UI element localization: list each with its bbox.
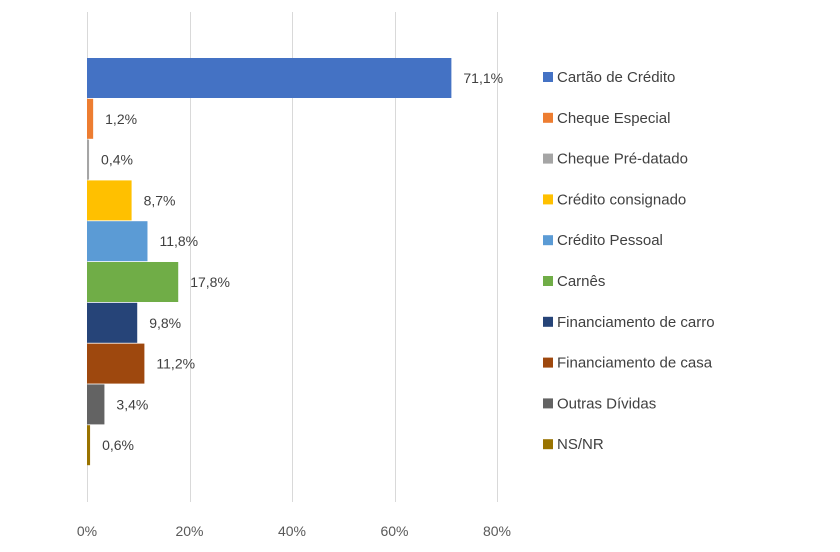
data-label-9: 3,4% [116,396,148,412]
legend-swatch-7 [543,316,553,327]
legend-label-3: Cheque Pré-datado [557,151,688,168]
x-tick-label-80: 80% [483,523,511,539]
bar-4 [87,180,132,221]
legend-label-10: NS/NR [557,436,604,453]
legend-label-5: Crédito Pessoal [557,232,663,249]
legend-swatch-10 [543,439,553,450]
bar-2 [87,98,94,139]
legend-swatch-9 [543,398,553,409]
legend-swatch-6 [543,276,553,286]
data-labels: 71,1% 1,2% 0,4% 8,7% 11,8% 17,8% 9,8% 11,2% 3,4%… [101,70,503,453]
bar-7 [87,302,138,343]
bar-1 [87,58,452,98]
legend-label-6: Carnês [557,273,605,290]
data-label-4: 8,7% [144,192,176,208]
bar-6 [87,262,179,302]
bar-9 [87,384,105,425]
x-tick-label-0: 0% [77,523,97,539]
bars [87,58,452,466]
legend-swatch-2 [543,112,553,123]
legend-swatch-5 [543,235,553,246]
legend-swatch-8 [543,357,553,368]
data-label-6: 17,8% [190,274,230,290]
bar-10 [87,425,91,466]
legend-swatch-1 [543,72,553,82]
legend-swatch-3 [543,153,553,164]
legend-label-9: Outras Dívidas [557,395,656,412]
bar-8 [87,343,145,384]
data-label-8: 11,2% [156,356,195,372]
legend-swatch-4 [543,194,553,205]
legend-label-4: Crédito consignado [557,191,686,208]
data-label-5: 11,8% [159,233,198,249]
x-tick-label-20: 20% [175,523,203,539]
data-label-2: 1,2% [105,111,137,127]
data-label-7: 9,8% [149,315,181,331]
legend-label-2: Cheque Especial [557,110,670,127]
x-tick-label-60: 60% [380,523,408,539]
data-label-1: 71,1% [463,70,503,86]
data-label-10: 0,6% [102,437,134,453]
legend-label-8: Financiamento de casa [557,355,713,372]
legend-label-1: Cartão de Crédito [557,69,675,86]
legend-label-7: Financiamento de carro [557,314,715,331]
legend: Cartão de Crédito Cheque Especial Cheque P… [543,69,715,453]
data-label-3: 0,4% [101,152,133,168]
x-axis-ticks: 0% 20% 40% 60% 80% [77,523,511,539]
bar-5 [87,221,148,262]
bar-3 [87,139,90,180]
x-tick-label-40: 40% [278,523,306,539]
